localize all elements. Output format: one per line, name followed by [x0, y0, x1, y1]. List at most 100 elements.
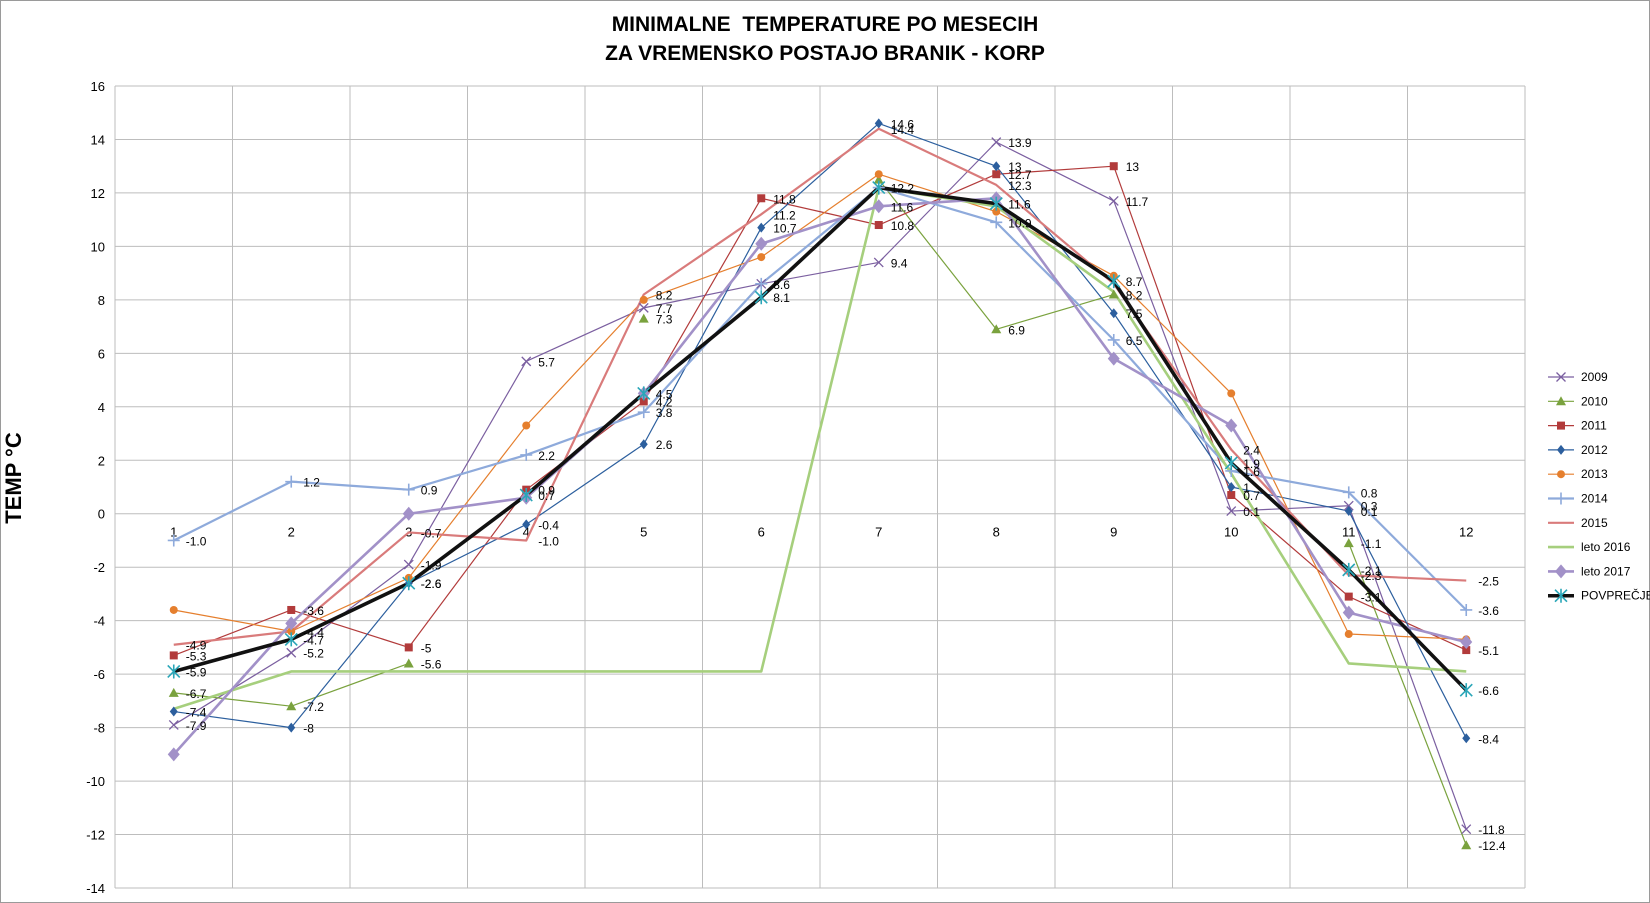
- data-label: -8: [303, 722, 314, 736]
- data-label: 7.5: [1126, 307, 1143, 321]
- data-label: -2.6: [421, 577, 442, 591]
- star-marker: [284, 632, 298, 647]
- data-label: 6.5: [1126, 334, 1143, 348]
- x-tick-label: 7: [875, 525, 882, 540]
- series-line: [173, 662, 409, 707]
- square-marker: [639, 397, 648, 406]
- y-tick-label: 6: [98, 346, 105, 361]
- plus-marker: [1342, 486, 1355, 499]
- circle-marker: [757, 253, 766, 262]
- data-label: -1.1: [1361, 537, 1382, 551]
- y-tick-label: 12: [91, 186, 105, 201]
- data-label: 11.2: [773, 208, 796, 222]
- diamond-marker: [874, 118, 883, 129]
- series-line: [173, 173, 1467, 640]
- plus-marker: [755, 277, 768, 290]
- diamond-marker: [639, 439, 648, 450]
- x-marker: [168, 719, 179, 730]
- data-label: 7.3: [656, 313, 673, 327]
- triangle-marker: [1343, 538, 1354, 548]
- data-label: -6.6: [1478, 684, 1499, 698]
- star-marker: [402, 576, 416, 591]
- data-label: 4.2: [656, 395, 673, 409]
- square-marker: [874, 221, 883, 230]
- square-marker: [992, 170, 1001, 179]
- data-label: 1.6: [1243, 465, 1260, 479]
- x-marker: [1226, 506, 1237, 517]
- data-label: 13: [1126, 160, 1140, 174]
- series-markers: [167, 118, 1473, 850]
- square-marker: [1109, 162, 1118, 171]
- data-label: 1.2: [303, 476, 320, 490]
- x-marker: [1108, 195, 1119, 206]
- circle-marker: [992, 207, 1001, 216]
- diamond-marker: [1225, 418, 1238, 433]
- triangle-marker: [1461, 840, 1472, 850]
- legend-label: 2015: [1581, 516, 1608, 530]
- circle-marker: [639, 295, 648, 304]
- series-line: [173, 141, 1467, 830]
- diamond-marker: [402, 506, 415, 521]
- x-tick-label: 8: [993, 525, 1000, 540]
- data-label: 8.2: [1126, 289, 1143, 303]
- series-line: [1348, 542, 1467, 846]
- y-tick-label: 4: [98, 400, 105, 415]
- data-label: -0.7: [421, 526, 442, 540]
- data-label: 9.4: [891, 256, 908, 270]
- triangle-marker: [1556, 396, 1566, 406]
- y-tick-label: 10: [91, 239, 105, 254]
- x-marker: [1461, 824, 1472, 835]
- x-tick-label: 1: [170, 525, 177, 540]
- y-tick-label: -14: [86, 881, 105, 896]
- y-tick-label: -2: [93, 560, 105, 575]
- data-label: -2.1: [1361, 564, 1382, 578]
- square-marker: [1344, 592, 1353, 601]
- series-line: [173, 122, 1467, 739]
- diamond-marker: [287, 722, 296, 733]
- square-marker: [404, 643, 413, 652]
- data-label: 8.6: [773, 278, 790, 292]
- plus-marker: [402, 483, 415, 496]
- diamond-marker: [285, 616, 298, 631]
- circle-marker: [1227, 389, 1236, 398]
- series-line: [173, 186, 1468, 611]
- circle-marker: [287, 627, 296, 636]
- star-marker: [1459, 683, 1473, 698]
- circle-marker: [1344, 630, 1353, 639]
- data-label: 12.2: [891, 182, 915, 196]
- x-marker: [521, 356, 532, 367]
- data-label: 4.5: [656, 387, 673, 401]
- data-label: 2.6: [656, 438, 673, 452]
- diamond-marker: [1557, 444, 1565, 455]
- legend-label: 2011: [1581, 419, 1607, 433]
- diamond-marker: [167, 747, 180, 762]
- diamond-marker: [992, 161, 1001, 172]
- data-label: -2.6: [421, 577, 442, 591]
- circle-marker: [874, 170, 883, 179]
- square-marker: [1462, 646, 1471, 655]
- data-label: 6.9: [1008, 323, 1025, 337]
- y-tick-label: 14: [91, 132, 105, 147]
- plus-marker: [1460, 603, 1473, 616]
- data-label: 0.7: [538, 489, 555, 503]
- series-line: [173, 165, 1467, 656]
- diamond-marker: [1462, 733, 1471, 744]
- legend: 2009 2010 2011 2012 2013 2014 2015 leto 2016 let…: [1548, 370, 1650, 603]
- data-label: 7.7: [656, 302, 673, 316]
- x-marker: [403, 559, 414, 570]
- x-marker: [991, 137, 1002, 148]
- star-marker: [1342, 562, 1356, 577]
- diamond-marker: [1460, 635, 1473, 650]
- diamond-marker: [1227, 482, 1236, 492]
- series-lines: [172, 122, 1468, 846]
- data-label: 0.8: [1361, 486, 1378, 500]
- plus-marker: [167, 534, 180, 547]
- square-marker: [287, 605, 296, 614]
- data-label: 11.6: [891, 200, 914, 214]
- plus-marker: [990, 216, 1003, 229]
- data-label: -7.2: [303, 700, 324, 714]
- data-label: 8.7: [1126, 275, 1143, 289]
- circle-marker: [1557, 470, 1565, 479]
- diamond-marker: [755, 236, 768, 251]
- data-label: -8.4: [1478, 732, 1499, 746]
